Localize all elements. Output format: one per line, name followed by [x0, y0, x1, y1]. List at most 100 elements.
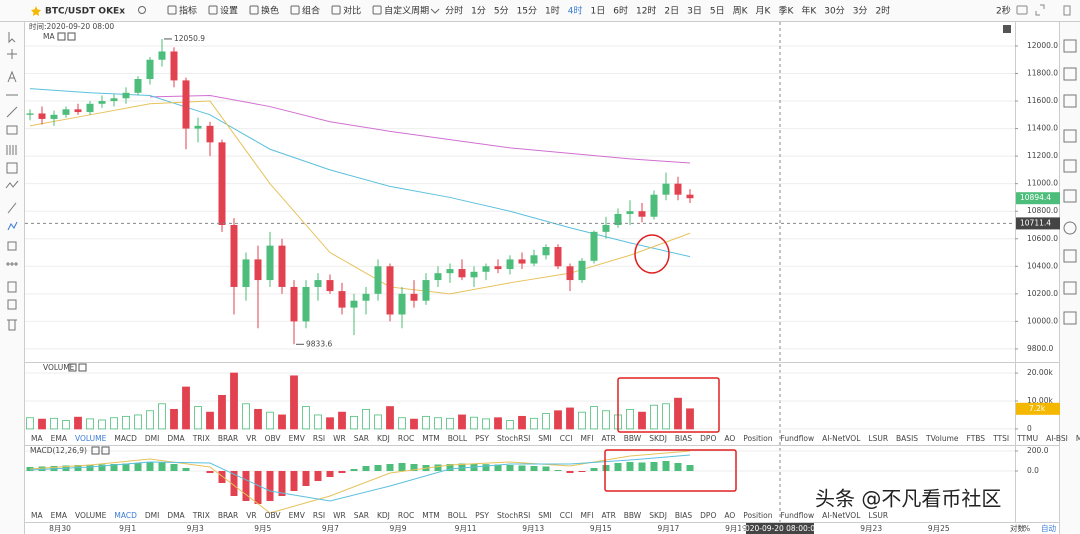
- indicator-tab[interactable]: RSI: [313, 434, 325, 443]
- indicator-tab[interactable]: LSUR: [868, 511, 888, 520]
- indicator-tab[interactable]: TTMU: [1016, 434, 1038, 443]
- indicator-tab[interactable]: MFI: [580, 511, 593, 520]
- indicator-tab[interactable]: TRIX: [192, 511, 210, 520]
- expand-icon[interactable]: [1003, 25, 1011, 33]
- toolbar-button[interactable]: 设置: [220, 6, 238, 17]
- sidebar-icon[interactable]: [1063, 281, 1077, 295]
- indicator-tab[interactable]: StochRSI: [497, 434, 530, 443]
- indicator-tab[interactable]: BBW: [624, 511, 642, 520]
- indicator-tab[interactable]: BASIS: [896, 434, 918, 443]
- eye-tool[interactable]: [7, 299, 17, 310]
- symbol[interactable]: BTC/USDT OKEx: [45, 7, 125, 17]
- interval-button[interactable]: 6时: [613, 5, 628, 17]
- sidebar-icon[interactable]: [1063, 67, 1077, 81]
- indicator-tab[interactable]: ATR: [601, 511, 615, 520]
- indicator-tab[interactable]: AI-NetVOL: [822, 511, 861, 520]
- indicator-tab[interactable]: PSY: [475, 511, 489, 520]
- interval-button[interactable]: 3日: [687, 6, 702, 17]
- indicator-tab[interactable]: EMV: [289, 511, 306, 520]
- axis-control[interactable]: 对数: [1010, 523, 1026, 533]
- indicator-tab[interactable]: KDJ: [377, 511, 390, 520]
- indicator-tab[interactable]: PSY: [475, 434, 489, 443]
- indicator-tab[interactable]: AI-BSI: [1046, 434, 1068, 443]
- indicator-tab[interactable]: DMI: [145, 511, 159, 520]
- indicator-tab[interactable]: EMV: [289, 434, 306, 443]
- interval-button[interactable]: 5分: [494, 6, 509, 17]
- delete-tool[interactable]: [7, 319, 17, 331]
- measure-tool[interactable]: [6, 262, 18, 266]
- indicator-tab[interactable]: AO: [724, 511, 735, 520]
- indicator-tab[interactable]: TRIX: [192, 434, 210, 443]
- indicator-tab[interactable]: CCI: [560, 434, 573, 443]
- interval-button[interactable]: 季K: [778, 5, 794, 17]
- interval-button[interactable]: 年K: [801, 5, 817, 17]
- toolbar-button[interactable]: 换色: [261, 5, 279, 17]
- sidebar-icons[interactable]: [1063, 39, 1077, 325]
- toolbar-button[interactable]: 对比: [343, 5, 361, 17]
- axis-control[interactable]: 自动: [1041, 523, 1057, 533]
- indicator-tab[interactable]: SMI: [538, 434, 551, 443]
- interval-button[interactable]: 月K: [756, 6, 772, 17]
- indicator-tab[interactable]: Position: [743, 434, 772, 443]
- indicator-tab[interactable]: BIAS: [675, 511, 692, 520]
- tool-icon[interactable]: [208, 5, 218, 15]
- interval-button[interactable]: 15分: [517, 6, 537, 17]
- indicator-tab[interactable]: DMA: [167, 434, 185, 443]
- pattern-tool[interactable]: [7, 221, 18, 231]
- indicator-tab[interactable]: DPO: [700, 511, 716, 520]
- sidebar-icon[interactable]: [1063, 39, 1077, 53]
- hide-tool[interactable]: [7, 281, 17, 293]
- legend-icon[interactable]: [67, 32, 76, 41]
- indicator-tab[interactable]: MTM: [422, 511, 440, 520]
- indicator-tab[interactable]: VOLUME: [75, 511, 107, 520]
- indicator-tab[interactable]: SAR: [354, 511, 369, 520]
- indicator-tab[interactable]: MA: [31, 434, 43, 443]
- interval-button[interactable]: 1日: [591, 6, 606, 17]
- sidebar-icon[interactable]: [1063, 221, 1077, 235]
- indicator-tab[interactable]: SAR: [354, 434, 369, 443]
- indicator-tab[interactable]: BRAR: [218, 434, 238, 443]
- sidebar-icon[interactable]: [1063, 311, 1077, 325]
- sidebar-icon[interactable]: [1063, 159, 1077, 173]
- indicator-tab[interactable]: BOLL: [448, 511, 468, 520]
- indicator-tab[interactable]: TTSI: [992, 434, 1009, 443]
- indicator-tab[interactable]: TVolume: [925, 434, 959, 443]
- indicator-tab[interactable]: DPO: [700, 434, 716, 443]
- settings-icon[interactable]: [1063, 5, 1071, 16]
- toolbar-button[interactable]: 组合: [302, 5, 320, 17]
- interval-button[interactable]: 分时: [445, 5, 463, 17]
- interval-button[interactable]: 3分: [853, 6, 868, 17]
- indicator-tab[interactable]: SMI: [538, 511, 551, 520]
- axis-control[interactable]: %: [1023, 524, 1030, 533]
- grid-tool[interactable]: [6, 162, 18, 174]
- indicator-tab[interactable]: ATR: [601, 434, 615, 443]
- indicator-tab[interactable]: CCI: [560, 511, 573, 520]
- legend-icon[interactable]: [101, 446, 110, 455]
- camera-icon[interactable]: [1016, 5, 1028, 15]
- indicator-tab[interactable]: MLR: [1076, 434, 1080, 443]
- indicator-tab[interactable]: EMA: [51, 511, 68, 520]
- indicator-tab[interactable]: AO: [724, 434, 735, 443]
- indicator-tab[interactable]: BOLL: [448, 434, 468, 443]
- trend-tool[interactable]: [6, 106, 18, 118]
- tool-icon[interactable]: [167, 5, 177, 15]
- interval-button[interactable]: 1时: [545, 5, 560, 17]
- indicator-tab[interactable]: MTM: [422, 434, 440, 443]
- interval-button[interactable]: 4时: [568, 5, 583, 17]
- search-icon[interactable]: [138, 6, 146, 14]
- top-icons[interactable]: [1016, 4, 1071, 16]
- drawing-tools[interactable]: [5, 32, 19, 331]
- indicator-tab[interactable]: MACD: [114, 511, 137, 520]
- indicator-tab[interactable]: VOLUME: [75, 434, 107, 443]
- legend-icon[interactable]: [91, 446, 100, 455]
- indicator-tab[interactable]: StochRSI: [497, 511, 530, 520]
- indicator-tab[interactable]: KDJ: [377, 434, 390, 443]
- indicator-tab[interactable]: Fundflow: [780, 511, 814, 520]
- interval-button[interactable]: 周K: [733, 6, 749, 17]
- interval-button[interactable]: 2日: [664, 6, 679, 17]
- indicator-tab[interactable]: BBW: [624, 434, 642, 443]
- sidebar-icon[interactable]: [1063, 189, 1077, 203]
- cursor-tool[interactable]: [8, 32, 16, 44]
- indicator-tab[interactable]: EMA: [51, 434, 68, 443]
- indicator-tab[interactable]: MA: [31, 511, 43, 520]
